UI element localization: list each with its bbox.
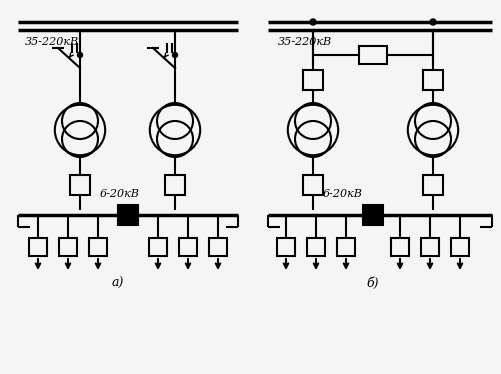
Bar	[29, 238, 47, 256]
Text: 35-220кВ: 35-220кВ	[278, 37, 332, 47]
Circle shape	[172, 52, 177, 58]
Bar	[59, 238, 77, 256]
Circle shape	[310, 19, 315, 25]
Bar	[307, 238, 324, 256]
Bar	[208, 238, 226, 256]
Bar	[422, 175, 442, 195]
Circle shape	[77, 52, 82, 58]
Text: 6-20кВ: 6-20кВ	[322, 189, 362, 199]
Bar	[358, 46, 386, 64]
Bar	[422, 70, 442, 90]
Circle shape	[429, 19, 435, 25]
Text: 35-220кВ: 35-220кВ	[25, 37, 79, 47]
Bar	[149, 238, 167, 256]
Text: б): б)	[366, 277, 378, 290]
Bar	[89, 238, 107, 256]
Bar	[118, 205, 138, 225]
Bar	[336, 238, 354, 256]
Bar	[303, 70, 322, 90]
Bar	[450, 238, 468, 256]
Text: a): a)	[112, 277, 124, 290]
Bar	[70, 175, 90, 195]
Bar	[362, 205, 382, 225]
Bar	[420, 238, 438, 256]
Text: 6-20кВ: 6-20кВ	[100, 189, 140, 199]
Bar	[277, 238, 295, 256]
Bar	[179, 238, 196, 256]
Bar	[303, 175, 322, 195]
Bar	[165, 175, 185, 195]
Bar	[390, 238, 408, 256]
